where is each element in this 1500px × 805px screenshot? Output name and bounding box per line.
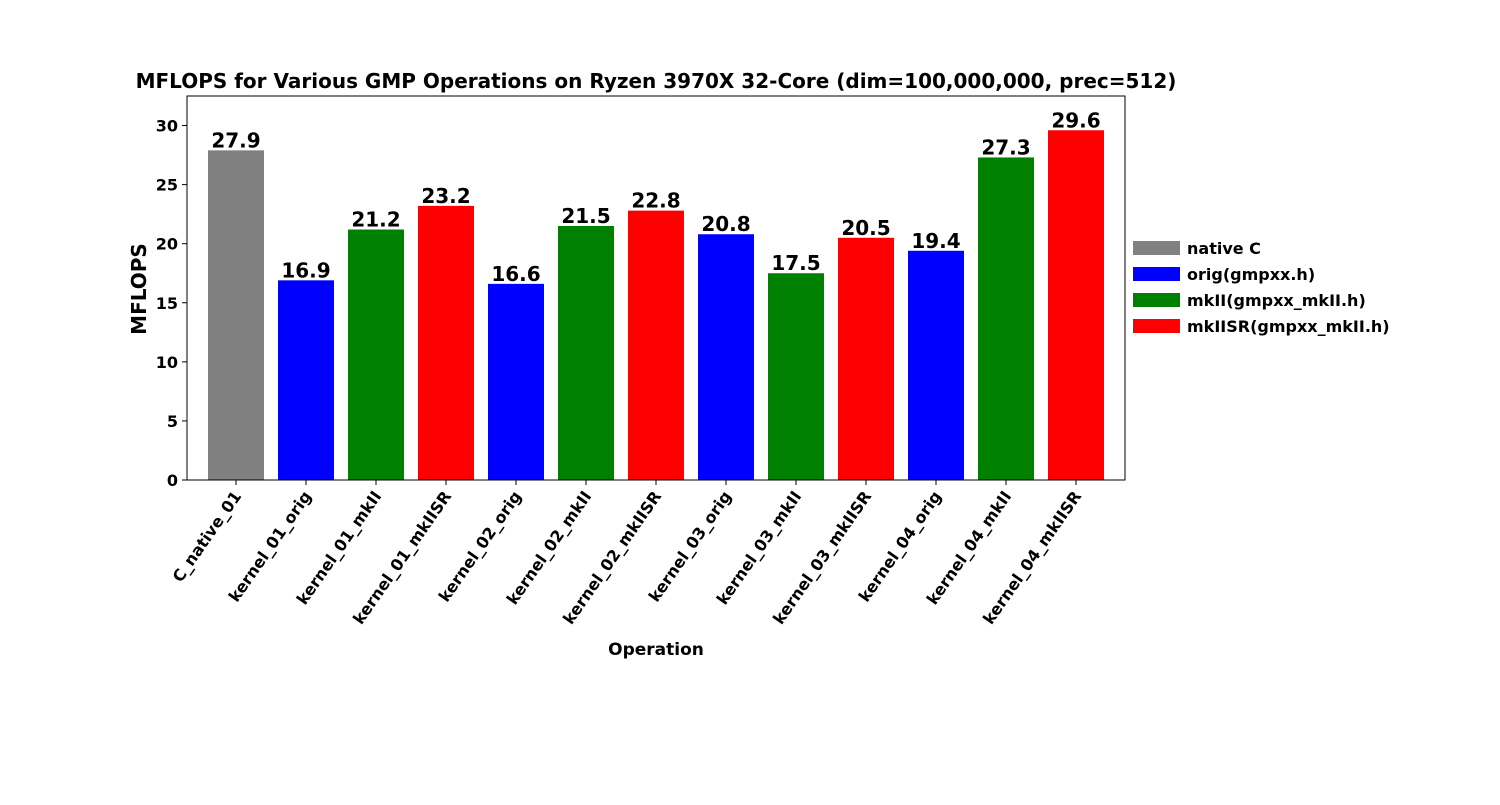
y-tick-label: 15 xyxy=(156,294,178,313)
y-tick-label: 20 xyxy=(156,235,178,254)
data-label: 17.5 xyxy=(771,251,820,275)
legend-entry: orig(gmpxx.h) xyxy=(1187,265,1315,284)
legend-entry: native C xyxy=(1187,239,1261,258)
data-label: 22.8 xyxy=(631,189,680,213)
bar-kernel_04_mkII xyxy=(978,157,1034,480)
x-tick-label: C_native_01 xyxy=(169,487,246,585)
bar-kernel_01_mkII xyxy=(348,229,404,480)
data-label: 20.5 xyxy=(841,216,890,240)
bar-kernel_02_orig xyxy=(488,283,544,480)
chart-title: MFLOPS for Various GMP Operations on Ryz… xyxy=(136,69,1177,93)
bar-kernel_04_mkIISR xyxy=(1048,130,1104,480)
legend-swatch xyxy=(1133,241,1180,255)
bar-kernel_01_mkIISR xyxy=(418,205,474,481)
y-tick-label: 10 xyxy=(156,353,178,372)
plot-area: 05101520253027.9C_native_0116.9kernel_01… xyxy=(156,108,1104,628)
legend-entry: mkIISR(gmpxx_mkII.h) xyxy=(1187,317,1390,336)
plot-frame xyxy=(186,95,1126,481)
data-label: 21.5 xyxy=(561,204,610,228)
legend-swatch xyxy=(1133,267,1180,281)
data-label: 21.2 xyxy=(351,208,400,232)
bar-kernel_02_mkII xyxy=(558,225,614,480)
data-label: 27.9 xyxy=(211,128,260,152)
y-tick-label: 5 xyxy=(167,412,178,431)
bar-kernel_03_mkIISR xyxy=(838,237,894,480)
bar-C_native_01 xyxy=(208,150,264,480)
data-label: 23.2 xyxy=(421,184,470,208)
x-axis-label: Operation xyxy=(608,640,704,660)
legend-swatch xyxy=(1133,293,1180,307)
bar-kernel_01_orig xyxy=(278,280,334,480)
data-label: 16.9 xyxy=(281,258,330,282)
bar-kernel_02_mkIISR xyxy=(628,210,684,480)
legend-swatch xyxy=(1133,319,1180,333)
y-tick-label: 30 xyxy=(156,117,178,136)
y-tick-label: 0 xyxy=(167,471,178,490)
data-label: 20.8 xyxy=(701,212,750,236)
legend: native C orig(gmpxx.h) mkII(gmpxx_mkII.h)m… xyxy=(1133,239,1390,336)
bar-kernel_03_orig xyxy=(698,234,754,480)
y-axis-label: MFLOPS xyxy=(127,243,151,335)
data-label: 27.3 xyxy=(981,135,1030,159)
data-label: 19.4 xyxy=(911,229,960,253)
data-label: 29.6 xyxy=(1051,108,1100,132)
bar-kernel_03_mkII xyxy=(768,273,824,480)
y-tick-label: 25 xyxy=(156,176,178,195)
data-label: 16.6 xyxy=(491,262,540,286)
legend-entry: mkII(gmpxx_mkII.h) xyxy=(1187,291,1366,310)
bar-kernel_04_orig xyxy=(908,250,964,480)
